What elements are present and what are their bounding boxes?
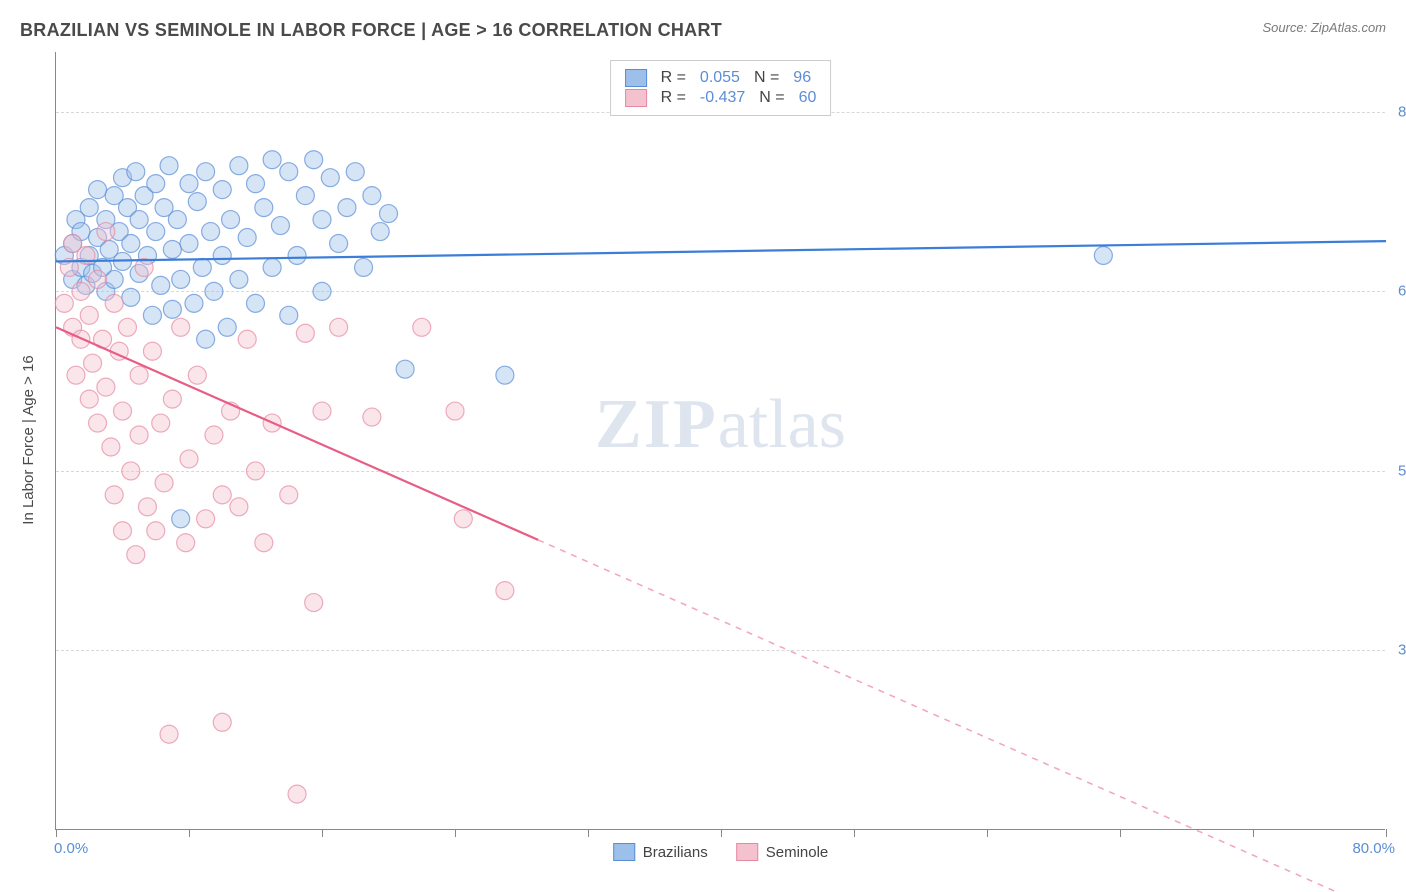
x-tick <box>455 829 456 837</box>
source-label: Source: ZipAtlas.com <box>1262 20 1386 35</box>
y-tick-label: 35.0% <box>1390 642 1406 659</box>
x-tick <box>1386 829 1387 837</box>
legend-row-seminole: R = -0.437 N = 60 <box>625 89 817 107</box>
swatch-seminole-bottom <box>736 843 758 861</box>
legend-bottom: Brazilians Seminole <box>613 843 829 861</box>
chart-svg <box>56 52 1385 829</box>
x-tick <box>56 829 57 837</box>
n-value-seminole: 60 <box>799 89 817 107</box>
x-tick <box>322 829 323 837</box>
n-label-2: N = <box>759 89 784 107</box>
x-tick <box>987 829 988 837</box>
r-value-brazilians: 0.055 <box>700 69 740 87</box>
legend-top: R = 0.055 N = 96 R = -0.437 N = 60 <box>610 60 832 116</box>
y-tick-label: 65.0% <box>1390 283 1406 300</box>
x-tick <box>854 829 855 837</box>
r-label-2: R = <box>661 89 686 107</box>
x-axis-max-label: 80.0% <box>1352 840 1395 857</box>
swatch-brazilians-bottom <box>613 843 635 861</box>
x-tick <box>189 829 190 837</box>
legend-item-brazilians: Brazilians <box>613 843 708 861</box>
x-tick <box>721 829 722 837</box>
legend-label-brazilians: Brazilians <box>643 844 708 861</box>
n-value-brazilians: 96 <box>793 69 811 87</box>
y-tick-label: 50.0% <box>1390 462 1406 479</box>
x-tick <box>1120 829 1121 837</box>
y-tick-label: 80.0% <box>1390 103 1406 120</box>
plot-area: ZIPatlas R = 0.055 N = 96 R = -0.437 N =… <box>55 52 1385 830</box>
legend-item-seminole: Seminole <box>736 843 829 861</box>
n-label: N = <box>754 69 779 87</box>
x-axis-min-label: 0.0% <box>54 840 88 857</box>
r-value-seminole: -0.437 <box>700 89 745 107</box>
y-axis-title: In Labor Force | Age > 16 <box>20 355 37 524</box>
r-label: R = <box>661 69 686 87</box>
x-tick <box>1253 829 1254 837</box>
chart-title: BRAZILIAN VS SEMINOLE IN LABOR FORCE | A… <box>20 20 722 41</box>
legend-label-seminole: Seminole <box>766 844 829 861</box>
x-tick <box>588 829 589 837</box>
legend-row-brazilians: R = 0.055 N = 96 <box>625 69 817 87</box>
swatch-seminole <box>625 89 647 107</box>
swatch-brazilians <box>625 69 647 87</box>
title-bar: BRAZILIAN VS SEMINOLE IN LABOR FORCE | A… <box>20 20 1386 41</box>
